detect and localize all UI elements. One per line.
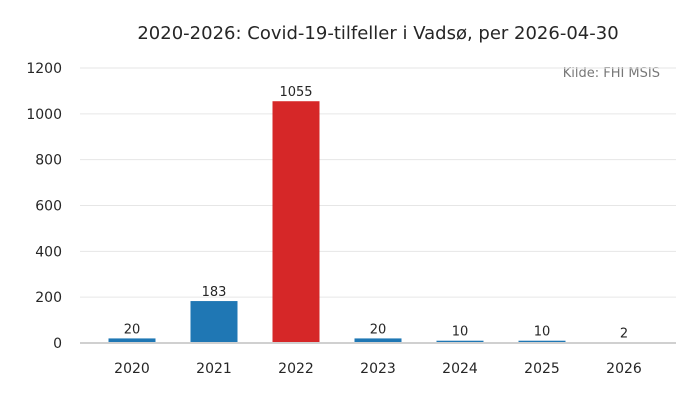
bar-2022 bbox=[272, 101, 320, 344]
data-label-2024: 10 bbox=[452, 325, 469, 340]
bar-2021 bbox=[190, 301, 238, 343]
data-label-2021: 183 bbox=[202, 285, 227, 300]
y-tick-label: 600 bbox=[35, 199, 62, 215]
data-labels: 20 183 1055 20 10 10 2 bbox=[124, 85, 628, 341]
data-label-2022: 1055 bbox=[279, 85, 312, 100]
data-label-2023: 20 bbox=[370, 322, 387, 337]
bar-2025 bbox=[518, 340, 566, 343]
source-note: Kilde: FHI MSIS bbox=[563, 66, 660, 81]
y-tick-label: 400 bbox=[35, 244, 62, 260]
x-tick-label: 2020 bbox=[114, 361, 150, 377]
x-tick-label: 2022 bbox=[278, 361, 314, 377]
data-label-2026: 2 bbox=[620, 327, 628, 342]
x-tick-label: 2025 bbox=[524, 361, 560, 377]
y-tick-label: 1000 bbox=[26, 107, 62, 123]
bar-2020 bbox=[108, 338, 156, 343]
data-label-2025: 10 bbox=[534, 325, 551, 340]
y-tick-label: 200 bbox=[35, 290, 62, 306]
bar-2023 bbox=[354, 338, 402, 343]
y-tick-label: 1200 bbox=[26, 61, 62, 77]
y-tick-label: 800 bbox=[35, 153, 62, 169]
bar-2024 bbox=[436, 340, 484, 343]
x-tick-label: 2026 bbox=[606, 361, 642, 377]
gridlines bbox=[80, 67, 676, 298]
y-axis-ticks: 0 200 400 600 800 1000 1200 bbox=[26, 61, 62, 352]
x-tick-label: 2023 bbox=[360, 361, 396, 377]
x-tick-label: 2024 bbox=[442, 361, 478, 377]
data-label-2020: 20 bbox=[124, 322, 141, 337]
x-tick-label: 2021 bbox=[196, 361, 232, 377]
bars bbox=[108, 101, 648, 344]
chart-title: 2020-2026: Covid-19-tilfeller i Vadsø, p… bbox=[137, 23, 618, 44]
y-tick-label: 0 bbox=[53, 336, 62, 352]
x-axis-ticks: 2020 2021 2022 2023 2024 2025 2026 bbox=[114, 361, 642, 377]
